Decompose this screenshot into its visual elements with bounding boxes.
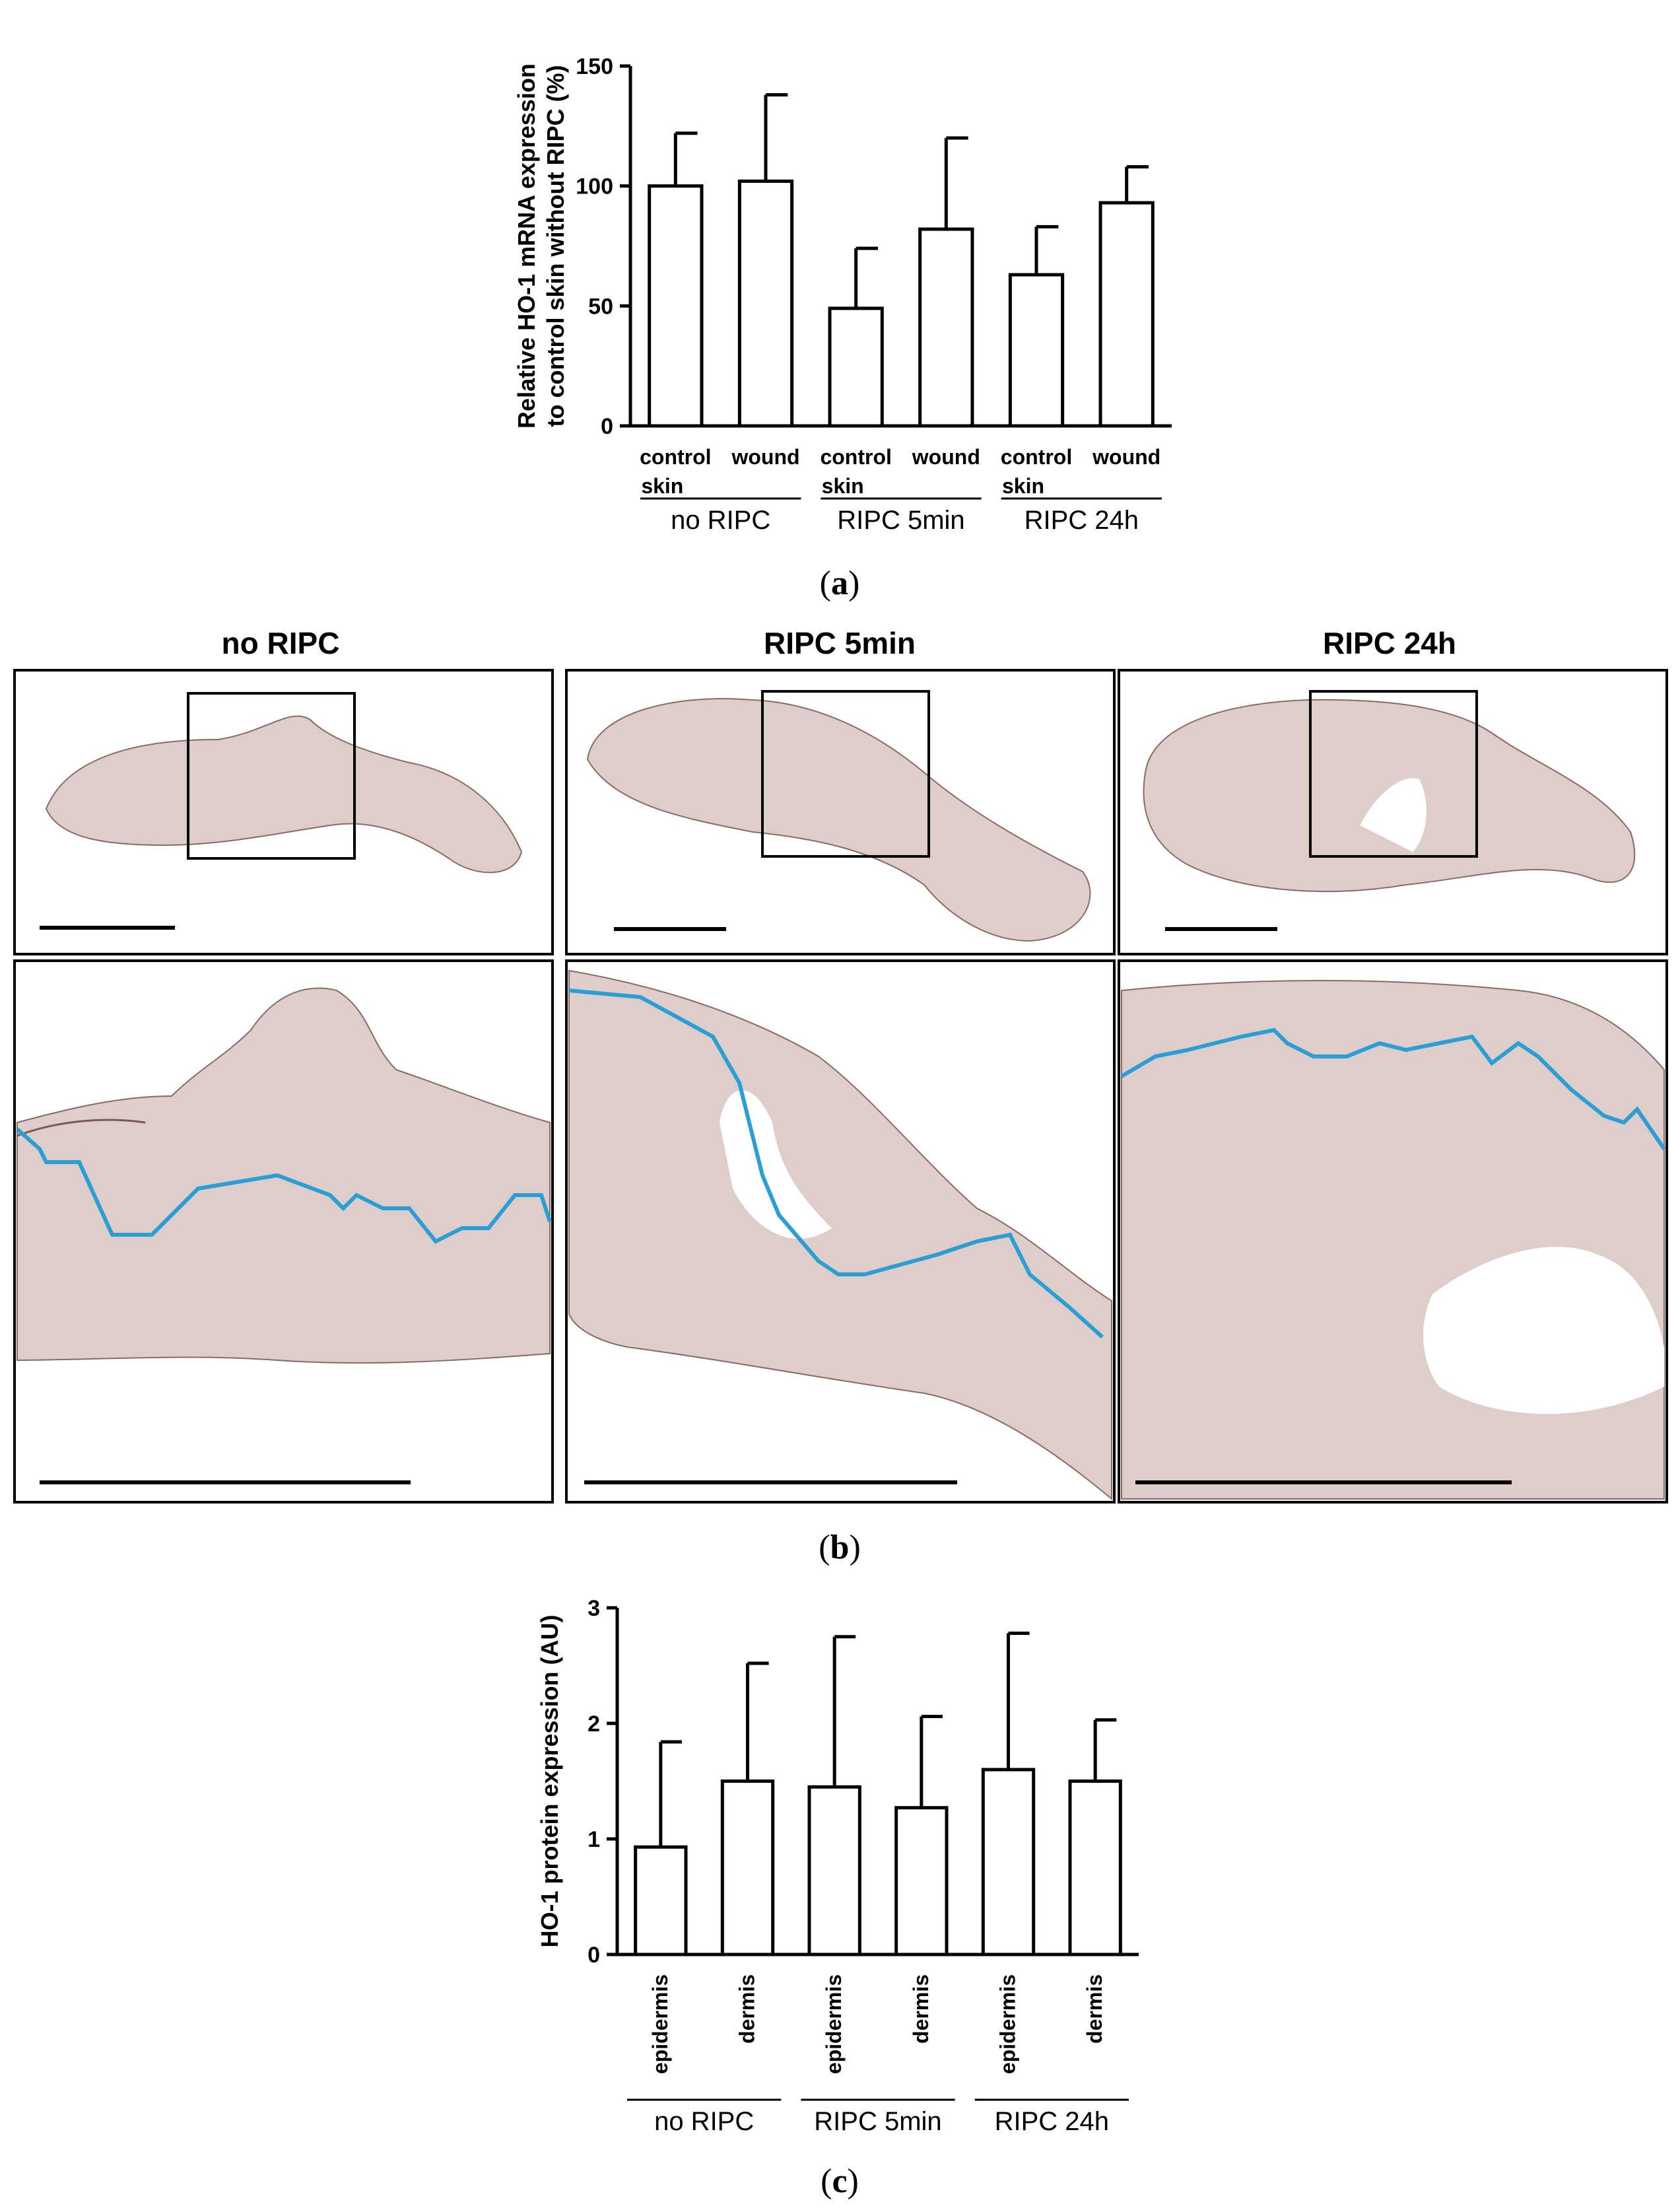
group-label: no RIPC [671,506,770,535]
bar [720,1780,775,1956]
x-tick-label: wound [1092,445,1160,469]
group-label: RIPC 24h [1025,506,1139,535]
y-tick-label: 2 [588,1711,600,1737]
y-tick-label: 0 [588,1943,600,1968]
detail-ripc-24h [1118,959,1668,1503]
bar [648,184,704,428]
column-title-ripc-24h: RIPC 24h [1323,626,1456,660]
micrograph-panel: no RIPC RIPC 5min RIPC 24h [13,626,1668,1503]
x-tick-label: dermis [735,1974,759,2044]
y-tick-label: 0 [601,414,613,439]
group-label: RIPC 24h [995,2107,1109,2136]
axes: 0 50 100 150 [576,54,1172,439]
overview-ripc-24h [1118,669,1668,955]
group-label: RIPC 5min [814,2107,941,2136]
column-title-ripc-5min: RIPC 5min [764,626,916,660]
bar [894,1806,949,1956]
y-axis-label: HO-1 protein expression (AU) [536,1614,563,1947]
x-tick-label: dermis [909,1974,933,2044]
y-axis-label-line: HO-1 protein expression (AU) [536,1614,563,1947]
y-tick-label: 1 [588,1827,600,1852]
x-tick-label: dermis [1083,1974,1106,2044]
y-axis-label-line: to control skin without RIPC (%) [542,65,569,427]
y-tick-label: 150 [576,54,613,79]
chart-a: Relative HO-1 mRNA expression to control … [513,54,1172,535]
x-tick-label: skin [641,474,683,498]
group-label: no RIPC [654,2107,754,2136]
group-labels: no RIPC RIPC 5min RIPC 24h [640,497,1162,535]
y-tick-label: 100 [576,174,613,199]
bar [1098,201,1155,428]
bar [1068,1780,1122,1956]
x-tick-label: epidermis [996,1974,1020,2074]
group-labels: no RIPC RIPC 5min RIPC 24h [627,2098,1129,2136]
x-tick-label: skin [822,474,864,498]
axes: 0 1 2 3 [588,1596,1139,1968]
bar [1008,273,1065,428]
x-tick-label: control [820,445,891,469]
tissue-section [1121,980,1665,1500]
group-label: RIPC 5min [837,506,964,535]
tissue-section [45,715,523,874]
x-tick-label: control [640,445,711,469]
bar [918,227,974,428]
y-tick-label: 3 [588,1596,600,1621]
overview-no-ripc [13,669,554,955]
overview-ripc-5min [565,669,1116,955]
x-tick-label: wound [731,445,799,469]
y-tick-label: 50 [588,294,613,319]
x-tick-label: epidermis [648,1974,672,2074]
bar [737,179,794,428]
panel-letter-a: (a) [820,565,860,602]
x-tick-label: skin [1002,474,1044,498]
bars [648,93,1155,428]
column-title-no-ripc: no RIPC [222,626,340,660]
x-tick-label: epidermis [822,1974,846,2074]
bar [828,306,884,428]
bar [807,1785,861,1956]
tissue-section [568,969,1112,1501]
x-tick-label: control [1001,445,1072,469]
panel-letter-c: (c) [821,2162,859,2200]
chart-c: HO-1 protein expression (AU) 0 1 2 3 epider… [536,1596,1139,2136]
y-axis-label-line: Relative HO-1 mRNA expression [513,63,540,429]
bar [634,1845,688,1956]
y-axis-label: Relative HO-1 mRNA expression to control … [513,63,569,429]
detail-no-ripc [13,959,554,1503]
x-tick-labels: epidermis dermis epidermis dermis epidermis d… [648,1974,1106,2074]
x-tick-labels: control skin wound control skin wound control s… [640,445,1160,498]
panel-letter-b: (b) [819,1529,861,1566]
bars [634,1632,1122,1956]
detail-ripc-5min [565,959,1116,1503]
bar [981,1768,1036,1956]
x-tick-label: wound [912,445,980,469]
